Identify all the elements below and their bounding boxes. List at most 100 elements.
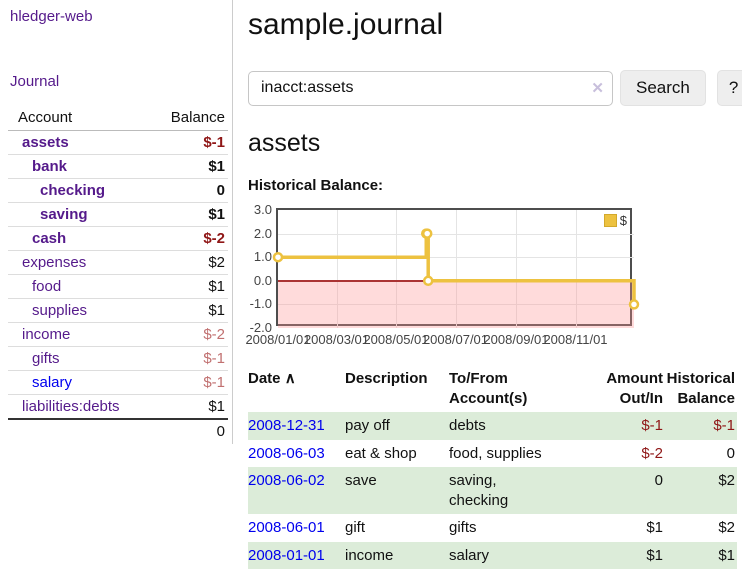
account-link-liabilities-debts[interactable]: liabilities:debts [22,398,120,415]
sidebar: hledger-web Journal Account Balance asse… [0,0,233,444]
x-tick-label: 2008/11/01 [543,332,608,347]
txn-date-link[interactable]: 2008-12-31 [248,417,325,434]
search-input[interactable] [248,70,613,106]
account-link-assets[interactable]: assets [22,134,69,151]
account-balance: $1 [145,394,228,420]
register-header-row: Date ∧ Description To/From Account(s) Am… [248,367,737,412]
account-row-saving: saving $1 [8,202,228,227]
column-header-description: Description [345,370,428,387]
column-header-date[interactable]: Date ∧ [248,370,296,387]
txn-description: gift [345,519,366,536]
account-balance: $-1 [145,346,228,371]
account-balance: $1 [145,154,228,179]
account-link-food[interactable]: food [32,278,62,295]
txn-amount: $1 [646,519,663,536]
txn-amount: 0 [654,472,663,489]
accounts-header-balance: Balance [145,106,228,131]
txn-date-link[interactable]: 2008-06-02 [248,472,325,489]
search-form: ✕ Search ? [248,70,742,106]
txn-amount: $-1 [641,417,663,434]
register-row: 2008-12-31 pay off debts $-1 $-1 [248,412,737,440]
page-title: sample.journal [248,8,444,41]
gridline [278,257,634,259]
x-tick-label: 2008/03/01 [303,332,370,347]
register-row: 2008-01-01 income salary $1 $1 [248,541,737,569]
gridline [278,304,634,306]
account-link-checking[interactable]: checking [40,182,106,199]
account-link-cash[interactable]: cash [32,230,67,247]
account-balance: $-1 [145,130,228,155]
account-row-salary: salary $-1 [8,370,228,395]
y-tick-label: -1.0 [249,296,272,312]
gridline [575,210,577,328]
txn-balance: $2 [718,519,735,536]
txn-accounts: food, supplies [449,444,542,462]
app-title-link[interactable]: hledger-web [10,8,93,25]
txn-amount: $-2 [641,444,663,462]
account-link-salary[interactable]: salary [32,374,73,391]
gridline [455,210,457,328]
account-link-gifts[interactable]: gifts [32,350,60,367]
plot-area: $ [272,208,640,328]
txn-balance: $-1 [713,417,735,434]
accounts-table: Account Balance assets $-1 bank $1 check… [8,106,228,443]
txn-balance: $2 [718,472,735,489]
help-button[interactable]: ? [716,70,742,106]
txn-balance: 0 [726,444,735,462]
account-link-saving[interactable]: saving [40,206,88,223]
page: hledger-web Journal Account Balance asse… [0,0,742,569]
txn-accounts: saving, checking [449,472,509,509]
y-tick-label: 2.0 [253,225,272,241]
legend-swatch [603,214,617,227]
account-row-income: income $-2 [8,322,228,347]
accounts-header-account: Account [8,106,146,131]
account-balance: $1 [145,274,228,299]
column-header-balance: Historical Balance [666,370,735,407]
negative-region [278,280,634,328]
txn-description: save [345,472,377,489]
account-balance: $-2 [145,226,228,251]
account-row-food: food $1 [8,274,228,299]
clear-search-icon[interactable]: ✕ [591,79,604,97]
account-link-income[interactable]: income [22,326,71,343]
register-row: 2008-06-03 eat & shop food, supplies $-2… [248,440,737,468]
account-balance: $-1 [145,370,228,395]
gridline [516,210,517,328]
account-row-expenses: expenses $2 [8,250,228,275]
account-row-checking: checking 0 [8,178,228,203]
gridline [396,210,397,328]
balance-line-svg [272,228,640,310]
account-link-supplies[interactable]: supplies [32,302,88,319]
account-row-supplies: supplies $1 [8,298,228,323]
accounts-total-row: 0 [8,418,228,443]
account-link-bank[interactable]: bank [32,158,68,175]
x-tick-label: 2008/07/01 [422,332,489,347]
account-row-bank: bank $1 [8,154,228,179]
y-tick-label: 0.0 [253,272,272,288]
chart-heading: Historical Balance: [248,177,384,194]
gridline [278,233,634,235]
y-tick-label: -2.0 [249,320,272,335]
x-tick-label: 2008/09/01 [483,332,549,347]
account-link-expenses[interactable]: expenses [22,254,87,271]
register-row: 2008-06-01 gift gifts $1 $2 [248,514,737,542]
sort-asc-icon: ∧ [284,370,296,387]
txn-accounts: debts [449,417,486,434]
txn-accounts: gifts [449,519,477,536]
txn-amount: $1 [646,546,663,564]
txn-date-link[interactable]: 2008-06-03 [248,444,325,462]
column-header-accounts: To/From Account(s) [449,370,528,407]
txn-description: income [345,546,394,564]
account-row-liabilities-debts: liabilities:debts $1 [8,394,228,420]
sidebar-item-journal[interactable]: Journal [10,73,60,90]
account-page-title: assets [248,129,321,157]
column-header-amount: Amount Out/In [606,370,663,407]
txn-balance: $1 [718,546,735,564]
txn-date-link[interactable]: 2008-01-01 [248,546,325,564]
search-button[interactable]: Search [620,70,706,106]
x-tick-label: 2008/01/01 [245,332,311,347]
txn-description: eat & shop [345,444,417,462]
register-row: 2008-06-02 save saving, checking 0 $2 [248,467,737,514]
txn-description: pay off [345,417,390,434]
txn-date-link[interactable]: 2008-06-01 [248,519,325,536]
